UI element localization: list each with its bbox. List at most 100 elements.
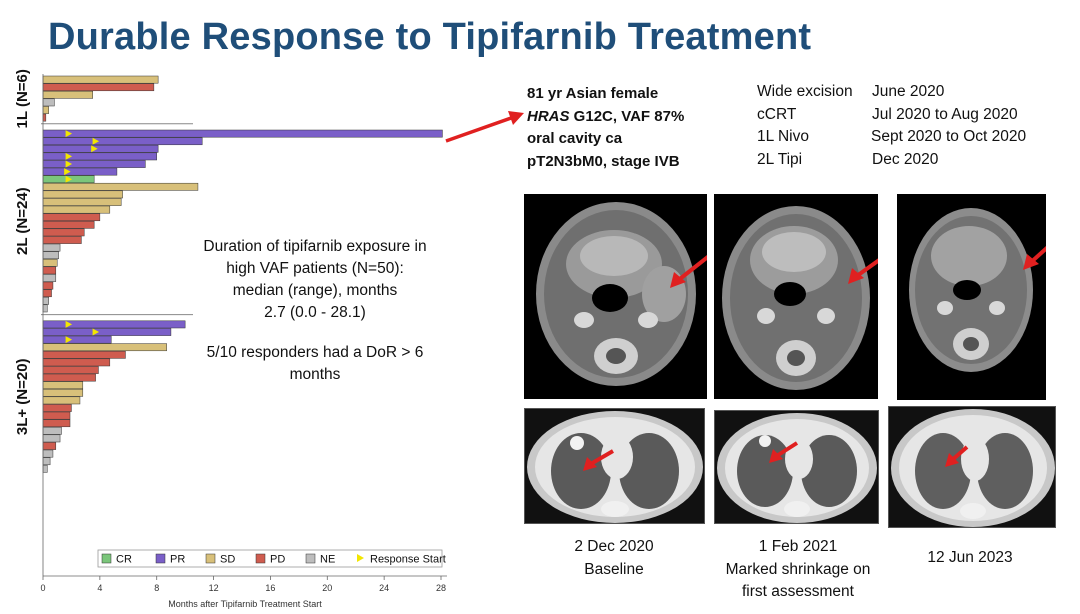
mutation-detail: G12C, VAF 87% bbox=[569, 107, 685, 125]
legend-box bbox=[97, 549, 443, 568]
swim-bar bbox=[42, 90, 93, 99]
history-procedure: 1L Nivo bbox=[757, 128, 809, 145]
swim-bar bbox=[42, 388, 84, 397]
patient-line: pT2N3bM0, stage IVB bbox=[527, 152, 680, 170]
patient-line: HRAS G12C, VAF 87% bbox=[527, 106, 684, 129]
swim-bar bbox=[42, 274, 57, 282]
legend-swatch bbox=[205, 553, 216, 564]
swim-bar bbox=[42, 213, 101, 222]
ct-neck-latest bbox=[897, 194, 1046, 400]
swim-bar bbox=[42, 137, 203, 146]
stats-line: Duration of tipifarnib exposure in bbox=[203, 238, 427, 255]
x-tick-label: 4 bbox=[97, 583, 102, 593]
swim-bar bbox=[42, 304, 48, 313]
x-tick-label: 8 bbox=[154, 583, 159, 593]
stats-line: months bbox=[289, 366, 341, 383]
ct-neck-first-assessment bbox=[714, 194, 878, 399]
swim-bar bbox=[42, 75, 159, 84]
swim-bar bbox=[42, 281, 54, 290]
legend-marker bbox=[357, 554, 364, 562]
swim-bar bbox=[42, 152, 157, 161]
patient-line: 81 yr Asian female bbox=[527, 85, 659, 102]
swimmer-plot: 1L (N=6) 2L (N=24) 3L+ (N=20) 0 4 8 12 16 20 24 28… bbox=[14, 69, 447, 609]
patient-line: oral cavity ca bbox=[527, 130, 623, 147]
ct-chest-baseline bbox=[524, 408, 705, 524]
caption-line: 12 Jun 2023 bbox=[927, 549, 1013, 566]
swim-bar bbox=[42, 320, 186, 329]
x-tick-label: 24 bbox=[379, 583, 389, 593]
response-start-marker bbox=[92, 328, 100, 336]
response-start-marker bbox=[65, 152, 73, 160]
treatment-history: Wide excision June 2020 cCRT Jul 2020 to A… bbox=[757, 81, 1026, 171]
group-label: 1L (N=6) bbox=[14, 69, 31, 128]
legend-label: PD bbox=[270, 554, 285, 566]
swim-bar bbox=[42, 205, 111, 214]
swim-bar bbox=[42, 464, 48, 473]
response-start-marker bbox=[91, 145, 98, 153]
response-start-marker bbox=[92, 137, 100, 145]
swim-bar bbox=[42, 358, 111, 367]
swim-bar bbox=[42, 236, 82, 244]
stats-line: 2.7 (0.0 - 28.1) bbox=[264, 304, 366, 321]
legend-swatch bbox=[155, 553, 166, 564]
gene-name: HRAS bbox=[527, 107, 570, 125]
x-tick-label: 0 bbox=[40, 583, 45, 593]
response-start-marker bbox=[65, 130, 73, 138]
swim-bar bbox=[42, 167, 118, 176]
x-tick-label: 16 bbox=[265, 583, 275, 593]
swim-bar bbox=[42, 160, 146, 168]
stats-line: median (range), months bbox=[232, 282, 398, 299]
response-start-marker bbox=[65, 175, 73, 183]
x-tick-label: 12 bbox=[209, 583, 219, 593]
callout-arrow bbox=[445, 111, 524, 143]
x-tick-label: 20 bbox=[322, 583, 332, 593]
swim-bar bbox=[42, 350, 126, 359]
swim-bar bbox=[42, 343, 167, 352]
caption-line: 2 Dec 2020 bbox=[574, 538, 654, 555]
swim-bar bbox=[42, 266, 57, 275]
scan-caption: 12 Jun 2023 bbox=[890, 547, 1050, 570]
history-date: Dec 2020 bbox=[872, 150, 939, 168]
ct-chest-first-assessment bbox=[714, 410, 879, 524]
swim-bar bbox=[42, 335, 112, 344]
swim-bar bbox=[42, 243, 61, 252]
swim-bar bbox=[42, 258, 58, 267]
history-date: Sept 2020 to Oct 2020 bbox=[871, 128, 1027, 145]
x-tick-label: 28 bbox=[436, 583, 446, 593]
history-procedure: Wide excision bbox=[757, 83, 853, 100]
legend-label: SD bbox=[220, 554, 235, 566]
legend-label: Response Start bbox=[370, 554, 446, 566]
legend-swatch bbox=[101, 553, 112, 564]
swim-bar bbox=[42, 251, 59, 260]
group-label: 2L (N=24) bbox=[14, 187, 31, 255]
caption-line: Marked shrinkage on bbox=[725, 560, 871, 578]
swim-bar bbox=[42, 289, 52, 298]
swim-bar bbox=[42, 106, 49, 114]
swim-bar bbox=[42, 182, 199, 191]
caption-line: 1 Feb 2021 bbox=[758, 538, 838, 555]
swim-bar bbox=[42, 449, 54, 458]
swim-bar bbox=[42, 98, 55, 107]
swim-bar bbox=[42, 396, 81, 405]
legend-label: PR bbox=[170, 554, 185, 566]
legend-label: NE bbox=[320, 554, 335, 566]
swim-bar bbox=[42, 83, 155, 92]
ct-neck-baseline bbox=[524, 194, 707, 399]
exposure-stats: Duration of tipifarnib exposure in high … bbox=[180, 236, 450, 386]
swim-bar bbox=[42, 328, 172, 336]
swim-bar bbox=[42, 442, 57, 450]
history-date: Jul 2020 to Aug 2020 bbox=[872, 105, 1018, 123]
history-row: 1L Nivo Sept 2020 to Oct 2020 bbox=[757, 126, 1026, 149]
response-start-marker bbox=[65, 336, 73, 344]
history-date: June 2020 bbox=[872, 83, 945, 100]
response-start-marker bbox=[64, 168, 71, 176]
slide-title: Durable Response to Tipifarnib Treatment bbox=[48, 16, 812, 58]
stats-line: 5/10 responders had a DoR > 6 bbox=[206, 344, 424, 361]
legend-swatch bbox=[305, 553, 316, 564]
history-procedure: cCRT bbox=[757, 105, 797, 123]
stats-line: high VAF patients (N=50): bbox=[226, 260, 404, 277]
swim-bar bbox=[42, 296, 49, 305]
swim-bar bbox=[42, 381, 84, 390]
swim-bar bbox=[42, 113, 47, 122]
swim-bar bbox=[42, 198, 122, 206]
